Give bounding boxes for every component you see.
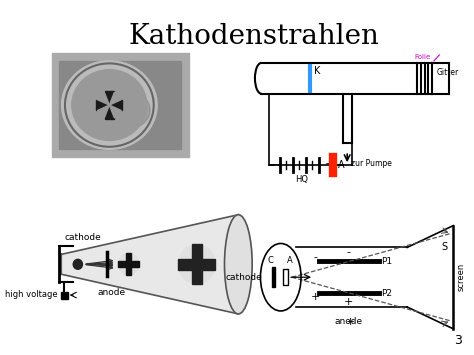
Text: P1: P1 [381,257,392,266]
Bar [283,269,288,285]
Text: A: A [338,160,345,170]
Text: -: - [314,252,318,262]
Text: -: - [346,247,350,257]
Bar [126,253,131,275]
Bar [192,245,202,284]
Bar [118,261,139,267]
Ellipse shape [72,70,147,141]
Bar [105,91,114,119]
Text: +: + [311,292,320,302]
Wedge shape [98,92,109,105]
Text: 3: 3 [454,334,462,347]
Text: high voltage: high voltage [5,290,57,299]
Polygon shape [61,215,238,314]
Bar [96,100,122,110]
Text: C: C [268,256,273,265]
Wedge shape [128,254,138,264]
Ellipse shape [62,61,157,149]
Text: screen: screen [456,263,465,291]
Wedge shape [109,92,121,105]
Bar [273,267,275,287]
Text: P2: P2 [381,289,392,297]
Wedge shape [197,264,214,283]
Wedge shape [128,264,138,274]
Bar [52,53,189,157]
Text: zur Pumpe: zur Pumpe [351,159,392,168]
Text: Folie: Folie [414,54,430,60]
Text: anode: anode [334,317,362,326]
Bar [61,292,68,299]
Text: Gitter: Gitter [437,68,459,77]
Ellipse shape [109,92,150,128]
Text: HQ: HQ [295,175,309,184]
Text: -: - [273,159,277,169]
Wedge shape [98,105,109,118]
Wedge shape [119,254,128,264]
Wedge shape [119,264,128,274]
Wedge shape [197,246,214,264]
Text: K: K [314,66,320,76]
Text: cathode: cathode [64,234,101,242]
Wedge shape [180,246,197,264]
Ellipse shape [225,215,252,314]
Text: Kathodenstrahlen: Kathodenstrahlen [128,23,380,50]
Text: +: + [325,159,335,169]
Text: S: S [441,242,447,252]
Text: A: A [287,256,293,265]
Wedge shape [109,105,121,118]
Bar [59,61,181,149]
Text: +: + [346,317,356,327]
Wedge shape [180,264,197,283]
Ellipse shape [73,260,82,269]
Text: anode: anode [98,288,126,297]
Bar [178,260,215,270]
Text: +: + [343,297,353,307]
Text: cathode: cathode [226,273,262,282]
